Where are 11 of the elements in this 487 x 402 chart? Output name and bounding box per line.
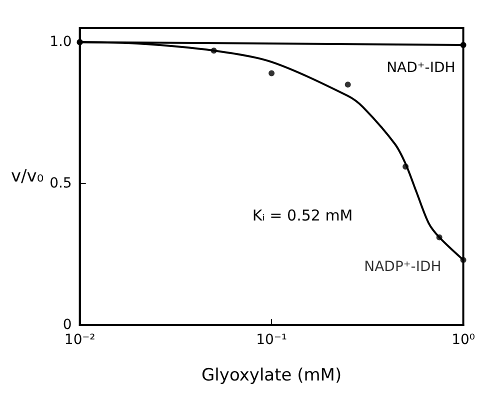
y-tick-label: 0 xyxy=(62,317,72,333)
y-tick-label: 0.5 xyxy=(50,176,72,192)
series-label: NAD⁺-IDH xyxy=(386,60,456,76)
annotation: Kᵢ = 0.52 mM xyxy=(252,206,353,225)
x-tick-label: 10⁻² xyxy=(64,332,96,348)
x-tick-label: 10⁰ xyxy=(452,332,476,348)
series-label: NADP⁺-IDH xyxy=(364,258,442,275)
y-axis-title: v/v₀ xyxy=(10,166,44,186)
x-axis-title: Glyoxylate (mM) xyxy=(201,366,342,386)
x-tick-label: 10⁻¹ xyxy=(256,332,287,348)
y-tick-label: 1.0 xyxy=(50,34,72,50)
